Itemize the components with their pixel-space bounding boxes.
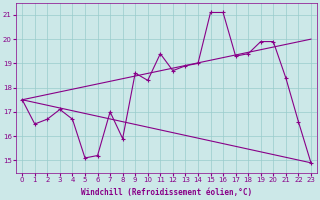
X-axis label: Windchill (Refroidissement éolien,°C): Windchill (Refroidissement éolien,°C) [81, 188, 252, 197]
